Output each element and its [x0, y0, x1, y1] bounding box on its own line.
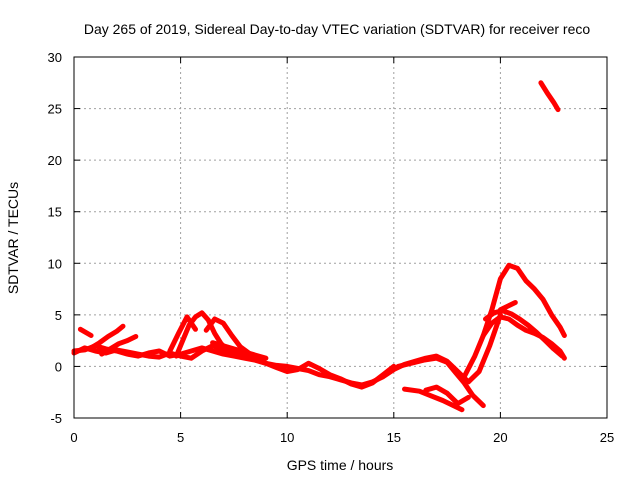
series-track-9 [210, 340, 269, 361]
y-tick-label: 0 [55, 359, 62, 374]
grid [74, 57, 607, 418]
y-tick-label: 20 [48, 153, 62, 168]
series-track-12 [423, 384, 471, 407]
x-axis-label: GPS time / hours [287, 457, 394, 473]
y-axis-label: SDTVAR / TECUs [5, 182, 21, 294]
y-tick-label: 25 [48, 102, 62, 117]
plot-frame [73, 56, 608, 419]
series-track-3 [77, 326, 94, 338]
series-track-15 [483, 308, 565, 359]
series-track-17 [538, 80, 561, 113]
x-tick-label: 5 [177, 430, 184, 445]
y-tick-label: 5 [55, 308, 62, 323]
y-tick-label: 30 [48, 50, 62, 65]
x-tick-label: 20 [493, 430, 507, 445]
y-tick-label: -5 [50, 411, 62, 426]
series-track-1 [71, 312, 503, 388]
x-tick-label: 15 [387, 430, 401, 445]
plot-area [71, 80, 567, 413]
chart-title: Day 265 of 2019, Sidereal Day-to-day VTE… [84, 21, 590, 37]
axis-ticks: 0 5 10 15 20 25 -5 0 5 10 15 20 25 30 [48, 50, 615, 445]
x-tick-label: 25 [600, 430, 614, 445]
series-track-4 [88, 323, 126, 351]
y-tick-label: 15 [48, 205, 62, 220]
series-track-5 [99, 334, 139, 357]
series-track-7 [167, 314, 198, 354]
series-track-16 [497, 300, 518, 313]
y-tick-label: 10 [48, 256, 62, 271]
series-track-11 [402, 386, 465, 413]
series-track-10 [395, 355, 486, 409]
x-tick-label: 10 [280, 430, 294, 445]
series-track-8 [203, 316, 252, 356]
x-tick-label: 0 [70, 430, 77, 445]
